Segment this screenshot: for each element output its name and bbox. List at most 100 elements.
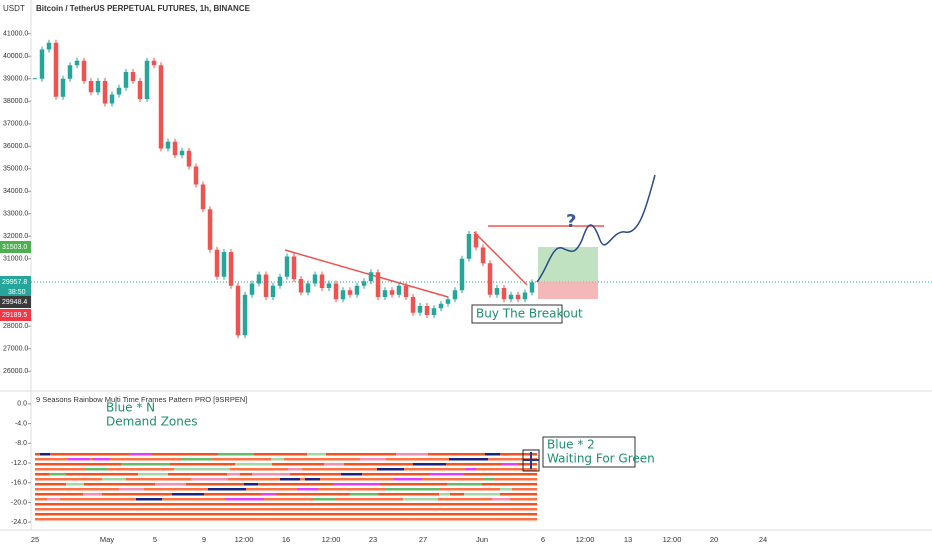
- x-tick-label: 9: [202, 535, 206, 544]
- candle: [382, 290, 388, 297]
- candle: [326, 283, 332, 288]
- candle: [340, 290, 346, 300]
- x-tick-label: 23: [369, 535, 377, 544]
- stripe-segment: [66, 483, 84, 486]
- candle: [172, 141, 178, 156]
- candle: [137, 81, 143, 99]
- candle: [431, 308, 437, 315]
- stripe: [35, 483, 537, 486]
- candle: [298, 279, 304, 293]
- candle: [116, 87, 122, 95]
- candle: [354, 285, 360, 295]
- x-tick-label: 12:00: [576, 535, 595, 544]
- candle: [417, 306, 423, 313]
- stripe-segment: [199, 468, 230, 471]
- stripe: [35, 468, 537, 471]
- x-tick-label: 5: [153, 535, 157, 544]
- stripe-segment: [252, 473, 290, 476]
- candle: [256, 274, 262, 284]
- price-badge: [0, 296, 31, 308]
- stripe-segment: [466, 468, 476, 471]
- y-tick-label: 31000.0: [3, 256, 28, 263]
- stripe-segment: [47, 498, 60, 501]
- stripe: [35, 503, 537, 506]
- y-tick-label: -8.0: [15, 440, 27, 447]
- candle: [158, 65, 164, 149]
- candle: [403, 285, 409, 297]
- candle: [333, 283, 339, 300]
- stripe-segment: [307, 453, 326, 456]
- stripe-segment: [225, 498, 264, 501]
- stripe-segment: [235, 463, 272, 466]
- annotation-box: [471, 304, 563, 324]
- stripe-segment: [396, 453, 428, 456]
- candle: [179, 150, 185, 156]
- candle: [249, 283, 255, 295]
- stripe-segment: [430, 473, 464, 476]
- annotation: Demand Zones: [106, 415, 198, 429]
- stripe-segment: [68, 458, 90, 461]
- stripe-segment: [182, 458, 212, 461]
- candle: [459, 258, 465, 291]
- indicator-title: 9 Seasons Rainbow Multi Time Frames Patt…: [36, 395, 247, 404]
- price-badge-label: 29189.5: [2, 312, 27, 319]
- price-badge: [0, 241, 31, 253]
- stripe-segment: [413, 463, 446, 466]
- y-tick-label: 27000.0: [3, 346, 28, 353]
- stripe-segment: [305, 478, 320, 481]
- price-badge: [0, 309, 31, 321]
- candle: [74, 60, 80, 66]
- candle: [494, 288, 500, 295]
- projection-path: [536, 174, 656, 283]
- stripe-segment: [138, 473, 168, 476]
- stripe: [35, 498, 537, 501]
- candle: [277, 276, 283, 286]
- stripe-segment: [172, 493, 204, 496]
- candle: [291, 256, 297, 279]
- stripe: [35, 508, 537, 511]
- y-tick-label: 35000.0: [3, 166, 28, 173]
- y-tick-label: 38000.0: [3, 98, 28, 105]
- candle: [319, 274, 325, 288]
- stripe-segment: [449, 458, 488, 461]
- candle: [501, 288, 507, 300]
- annotation: Buy The Breakout: [476, 307, 583, 321]
- candle: [522, 292, 528, 300]
- stripe-segment: [394, 478, 422, 481]
- stripe-segment: [324, 463, 344, 466]
- candle: [242, 294, 248, 336]
- stripe-segment: [280, 478, 300, 481]
- stripe-segment: [93, 458, 110, 461]
- stripe-segment: [288, 468, 302, 471]
- candle: [312, 274, 318, 284]
- y-tick-label: 37000.0: [3, 121, 28, 128]
- candle: [123, 72, 129, 88]
- candle: [361, 281, 367, 286]
- stripe-segment: [403, 498, 438, 501]
- annotation: Waiting For Green: [547, 452, 655, 466]
- y-tick-label: 33000.0: [3, 211, 28, 218]
- annotation-box: [542, 436, 636, 468]
- x-tick-label: Jun: [476, 535, 488, 544]
- candle: [214, 249, 220, 277]
- y-tick-label: -12.0: [11, 460, 27, 467]
- stripe-segment: [333, 483, 360, 486]
- candle: [473, 234, 479, 248]
- stripe-segment: [119, 488, 144, 491]
- price-badge: [0, 276, 31, 296]
- candle: [88, 81, 94, 93]
- stripe-segment: [377, 468, 404, 471]
- y-tick-label: -20.0: [11, 499, 27, 506]
- candle: [389, 290, 395, 295]
- stripe-segment: [500, 488, 512, 491]
- stripe: [35, 463, 537, 466]
- candle: [228, 252, 234, 286]
- candle: [130, 72, 136, 81]
- stripe-segment: [411, 488, 440, 491]
- stripe-segment: [502, 463, 518, 466]
- stripe-segment: [244, 483, 258, 486]
- candle: [487, 263, 493, 295]
- stripe-segment: [297, 488, 318, 491]
- candle: [95, 81, 101, 93]
- stripe-segment: [85, 468, 108, 471]
